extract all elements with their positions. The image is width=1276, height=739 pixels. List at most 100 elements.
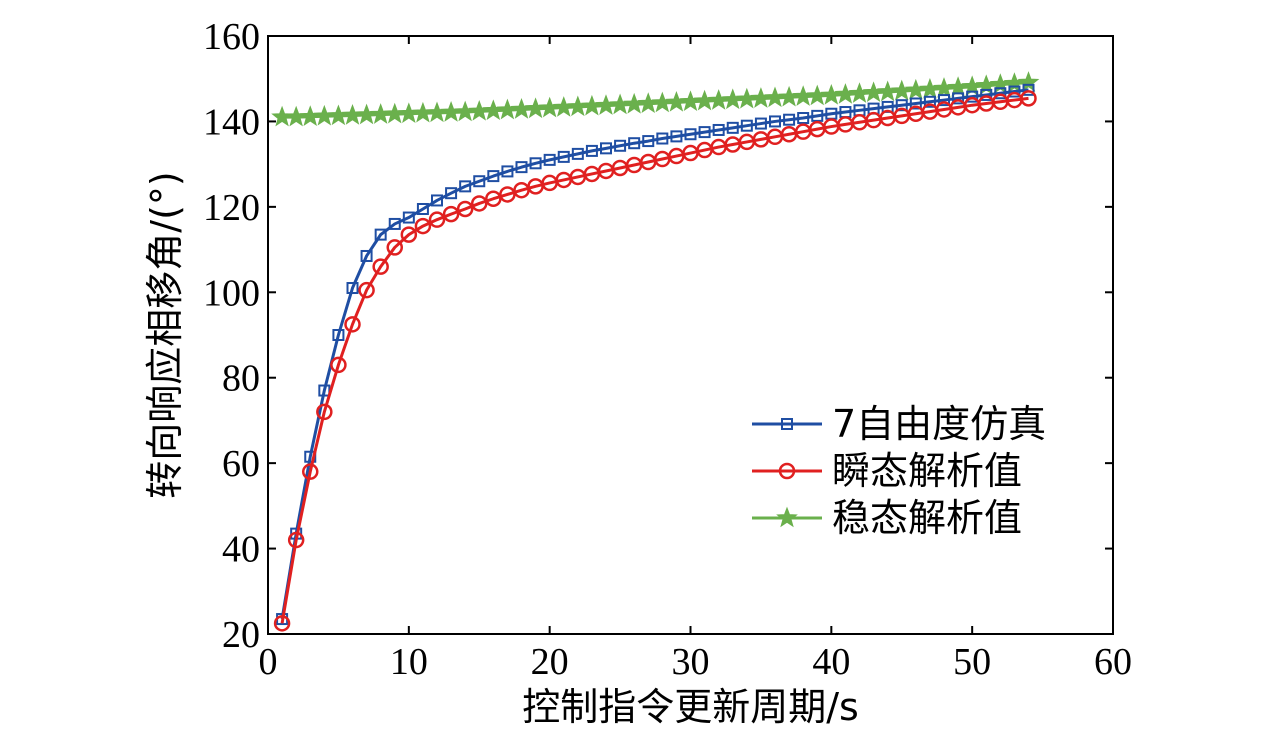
data-point	[848, 82, 871, 103]
series-circle	[273, 90, 1037, 632]
data-point	[628, 137, 641, 150]
data-point	[372, 258, 389, 275]
legend-item: 稳态解析值	[752, 496, 1022, 540]
data-point	[1003, 72, 1026, 93]
data-point	[454, 100, 477, 122]
data-point	[933, 77, 955, 98]
data-point	[397, 102, 420, 123]
data-point	[693, 89, 716, 111]
data-point	[543, 153, 556, 166]
legend-item: 7自由度仿真	[752, 402, 1046, 446]
data-point	[431, 194, 443, 207]
data-point	[285, 105, 308, 127]
data-point	[496, 98, 519, 120]
data-point	[485, 190, 502, 207]
data-point	[299, 105, 322, 126]
data-point	[966, 90, 979, 103]
data-point	[442, 205, 460, 223]
y-tick-label: 160	[203, 16, 260, 58]
data-point	[313, 104, 336, 126]
data-point	[302, 463, 319, 480]
data-point	[764, 86, 786, 108]
data-point	[482, 99, 505, 120]
legend-marker	[776, 506, 798, 528]
data-point	[358, 281, 375, 299]
data-point	[735, 87, 758, 109]
data-point	[473, 175, 486, 188]
data-point	[904, 78, 927, 100]
data-point	[623, 92, 646, 114]
data-point	[797, 112, 810, 125]
data-point	[374, 228, 387, 241]
data-point	[975, 74, 998, 96]
data-point	[895, 99, 908, 112]
data-point	[360, 249, 373, 262]
data-point	[428, 211, 446, 228]
data-point	[402, 211, 415, 224]
data-point	[698, 126, 711, 139]
data-point	[346, 282, 359, 295]
data-point	[386, 239, 403, 256]
data-point	[595, 94, 617, 115]
x-tick-label: 0	[259, 641, 278, 683]
data-point	[919, 77, 941, 99]
data-point	[471, 195, 488, 212]
data-point	[1022, 83, 1035, 96]
data-point	[783, 113, 796, 126]
data-point	[383, 102, 406, 124]
data-point	[388, 217, 401, 230]
data-point	[876, 80, 899, 102]
data-point	[806, 84, 829, 106]
series-layer	[271, 71, 1040, 632]
data-point	[778, 85, 800, 107]
data-point	[330, 356, 347, 374]
data-point	[529, 157, 542, 170]
legend-label: 7自由度仿真	[832, 402, 1046, 446]
x-tick-label: 30	[672, 641, 710, 683]
x-tick-label: 60	[1094, 641, 1132, 683]
data-point	[400, 226, 418, 243]
data-point	[341, 104, 364, 125]
data-point	[740, 119, 753, 132]
legend-item: 瞬态解析值	[752, 449, 1022, 493]
series-star	[271, 71, 1040, 127]
y-axis-title: 转向响应相移角/(°)	[143, 171, 187, 498]
data-point	[600, 142, 612, 155]
data-point	[721, 88, 744, 110]
data-point	[552, 96, 575, 117]
data-point	[980, 88, 993, 101]
data-point	[456, 200, 474, 218]
data-point	[445, 187, 458, 200]
data-point	[501, 165, 514, 178]
data-point	[538, 96, 561, 118]
legend-marker	[778, 462, 796, 480]
data-point	[585, 144, 598, 157]
data-point	[515, 161, 528, 174]
data-point	[557, 150, 570, 163]
data-point	[499, 186, 516, 203]
x-axis-title: 控制指令更新周期/s	[522, 685, 859, 729]
data-point	[909, 97, 922, 110]
data-point	[487, 170, 500, 183]
data-point	[890, 79, 913, 101]
y-tick-label: 20	[222, 614, 260, 656]
data-point	[684, 128, 697, 141]
data-point	[665, 90, 688, 112]
x-tick-label: 20	[531, 641, 569, 683]
data-point	[414, 217, 432, 235]
data-point	[614, 139, 627, 152]
data-point	[327, 104, 350, 126]
data-point	[862, 81, 885, 103]
data-point	[287, 531, 305, 549]
data-point	[651, 91, 674, 113]
y-tick-label: 120	[203, 187, 260, 229]
data-point	[355, 103, 378, 125]
data-point	[994, 87, 1007, 100]
data-point	[571, 147, 584, 160]
series-line	[280, 88, 1029, 620]
y-tick-label: 60	[222, 443, 260, 485]
data-point	[581, 94, 603, 116]
data-point	[369, 103, 392, 124]
